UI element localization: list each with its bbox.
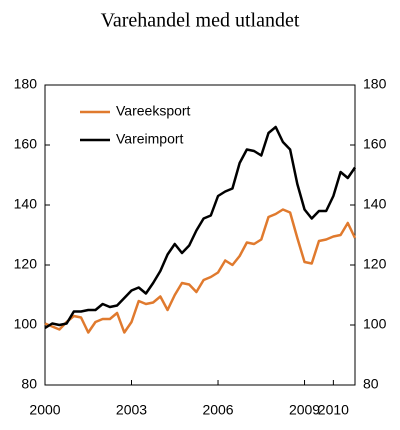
y-tick-label: 180 xyxy=(14,76,38,92)
x-tick-label: 2006 xyxy=(202,402,233,418)
legend-label: Vareeksport xyxy=(116,103,191,119)
y-tick-label: 80 xyxy=(21,376,37,392)
x-tick-label: 2009 xyxy=(289,402,320,418)
y2-tick-label: 80 xyxy=(363,376,379,392)
x-tick-label: 2010 xyxy=(318,402,349,418)
x-tick-label: 2003 xyxy=(116,402,147,418)
y2-tick-label: 140 xyxy=(363,196,387,212)
series-line xyxy=(44,125,357,330)
y-tick-label: 120 xyxy=(14,256,38,272)
x-tick-label: 2000 xyxy=(29,402,60,418)
y-tick-label: 100 xyxy=(14,316,38,332)
chart-title: Varehandel med utlandet xyxy=(101,10,300,32)
y2-tick-label: 120 xyxy=(363,256,387,272)
y2-tick-label: 100 xyxy=(363,316,387,332)
y2-tick-label: 160 xyxy=(363,136,387,152)
y2-tick-label: 180 xyxy=(363,76,387,92)
legend-label: Vareimport xyxy=(116,131,184,147)
plot-frame xyxy=(44,84,356,386)
series-line xyxy=(44,208,357,334)
y-tick-label: 160 xyxy=(14,136,38,152)
y-tick-label: 140 xyxy=(14,196,38,212)
